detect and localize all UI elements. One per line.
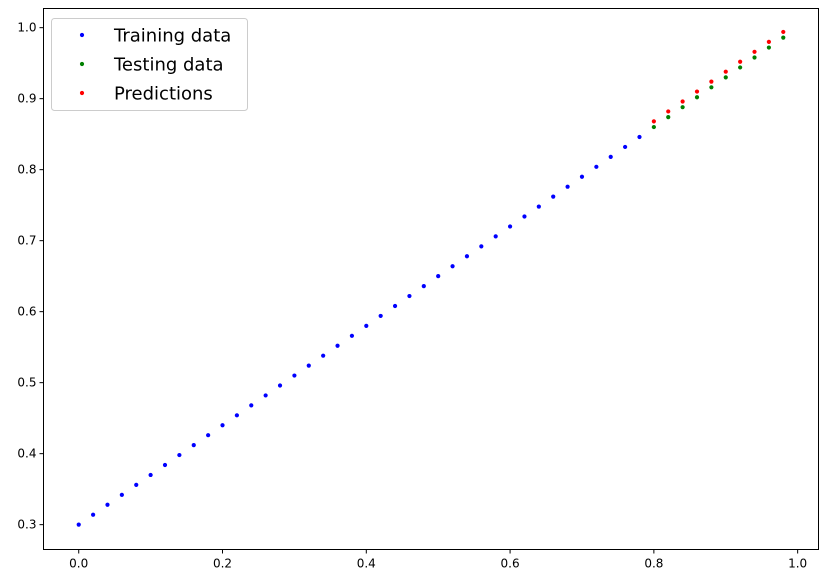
data-point [694, 95, 700, 100]
data-point [651, 124, 656, 130]
legend-marker [79, 90, 85, 96]
data-point [162, 462, 168, 468]
x-tick-label: 0.4 [357, 557, 376, 571]
data-point [594, 164, 599, 169]
y-axis: 0.3 0.4 0.5 0.6 0.7 0.8 0.9 1.0 [17, 21, 44, 532]
data-point [378, 313, 383, 319]
plot-area-frame [43, 8, 819, 550]
data-point [464, 254, 470, 259]
x-tick-label: 0.6 [501, 557, 520, 571]
data-point [738, 59, 743, 64]
legend: Training data Testing data Predictions [51, 18, 248, 111]
data-point [105, 502, 110, 507]
data-point [565, 184, 570, 189]
y-tick-label: 0.6 [17, 305, 36, 319]
legend-label: Testing data [113, 55, 224, 76]
legend-marker [79, 32, 85, 38]
data-point [277, 383, 283, 388]
data-point [680, 105, 685, 110]
data-point [191, 443, 196, 448]
data-point [551, 194, 556, 199]
data-point [507, 224, 513, 229]
x-tick-label: 1.0 [788, 557, 807, 571]
data-point [781, 29, 786, 35]
data-point [651, 119, 656, 124]
data-point [536, 204, 541, 209]
data-point [680, 99, 685, 104]
data-point [666, 115, 671, 120]
data-point [249, 403, 254, 408]
data-point [234, 413, 239, 418]
data-point [723, 69, 728, 74]
legend-marker [79, 61, 85, 67]
series-predictions [651, 29, 786, 124]
legend-box [51, 18, 248, 111]
legend-label: Predictions [114, 84, 213, 105]
data-point [436, 274, 441, 279]
series-training-data [76, 134, 642, 527]
data-point [421, 283, 426, 289]
data-point [392, 303, 398, 309]
data-point [450, 264, 455, 269]
data-point [321, 353, 326, 358]
data-point [91, 512, 96, 517]
y-tick-label: 0.8 [17, 163, 36, 177]
x-tick-label: 0.8 [644, 557, 663, 571]
data-point [292, 373, 297, 378]
data-point [306, 363, 311, 368]
data-point [694, 89, 700, 94]
data-point [349, 333, 355, 338]
data-point [637, 134, 642, 140]
legend-label: Training data [113, 26, 231, 47]
x-tick-label: 0.2 [213, 557, 232, 571]
data-point [263, 393, 268, 398]
data-point [738, 65, 743, 70]
data-point [623, 144, 628, 150]
data-point [177, 452, 182, 458]
data-point [723, 75, 728, 80]
x-tick-label: 0.0 [69, 557, 88, 571]
data-point [335, 343, 340, 348]
data-point [407, 293, 412, 299]
data-point [752, 49, 757, 54]
data-point [148, 472, 153, 478]
data-point [479, 244, 484, 249]
data-points [76, 29, 786, 527]
data-point [493, 234, 498, 239]
y-tick-label: 0.9 [17, 92, 36, 106]
x-axis: 0.0 0.2 0.4 0.6 0.8 1.0 [69, 549, 807, 571]
y-tick-label: 0.5 [17, 376, 36, 390]
data-point [76, 522, 81, 527]
data-point [364, 323, 369, 328]
y-tick-label: 0.7 [17, 234, 36, 248]
data-point [522, 214, 527, 219]
data-point [709, 85, 714, 90]
data-point [766, 39, 771, 44]
data-point [781, 35, 786, 40]
data-point [220, 423, 225, 428]
data-point [134, 482, 139, 487]
data-point [119, 492, 124, 497]
data-point [709, 79, 714, 84]
series-testing-data [651, 35, 786, 130]
data-point [579, 174, 585, 179]
data-point [666, 109, 671, 114]
data-point [766, 45, 771, 50]
data-point [752, 55, 757, 60]
data-point [206, 433, 211, 438]
y-tick-label: 0.3 [17, 518, 36, 532]
y-tick-label: 0.4 [17, 447, 36, 461]
y-tick-label: 1.0 [17, 21, 36, 35]
data-point [608, 154, 613, 159]
